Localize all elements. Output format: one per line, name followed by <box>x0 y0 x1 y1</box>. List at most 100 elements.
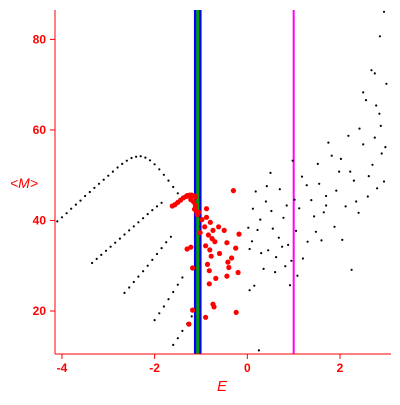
black-data-point <box>142 270 145 273</box>
black-data-point <box>301 257 304 260</box>
black-data-point <box>116 166 119 169</box>
black-data-point <box>265 185 268 188</box>
black-data-point <box>181 329 184 332</box>
black-data-point <box>146 264 149 267</box>
black-data-point <box>142 217 145 220</box>
black-data-point <box>172 343 175 346</box>
black-data-point <box>128 229 131 232</box>
black-data-point <box>130 156 133 160</box>
red-data-point <box>224 240 230 246</box>
red-data-point <box>202 224 208 230</box>
black-data-point <box>322 211 325 214</box>
black-data-point <box>285 204 288 207</box>
y-tick-label: 60 <box>33 123 47 137</box>
red-data-point <box>216 224 222 230</box>
red-data-point <box>205 232 211 238</box>
black-data-point <box>251 207 254 210</box>
black-data-point <box>250 240 254 243</box>
black-data-point <box>60 216 64 219</box>
red-data-point <box>235 269 241 276</box>
black-data-point <box>114 241 117 244</box>
red-data-point <box>229 255 235 261</box>
black-data-point <box>290 259 293 262</box>
black-data-point <box>100 253 103 256</box>
black-data-point <box>95 257 98 260</box>
black-data-point <box>167 179 170 182</box>
black-data-point <box>282 216 285 219</box>
black-data-point <box>253 284 256 287</box>
black-data-point <box>269 171 272 174</box>
black-data-point <box>277 236 280 239</box>
black-data-point <box>91 261 94 265</box>
black-data-point <box>358 127 361 130</box>
red-data-point <box>225 259 231 265</box>
black-data-point <box>158 312 161 315</box>
black-data-point <box>109 245 112 248</box>
red-data-point <box>203 243 209 249</box>
vertical-lines <box>193 10 295 354</box>
black-data-point <box>56 220 59 223</box>
black-data-point <box>248 289 251 292</box>
black-data-point <box>176 283 179 286</box>
black-data-point <box>162 305 165 308</box>
black-data-point <box>344 205 347 208</box>
black-data-point <box>376 187 379 190</box>
black-data-point <box>144 156 147 159</box>
black-data-point <box>260 252 263 255</box>
y-ticks: 20 40 60 80 <box>33 32 55 318</box>
black-data-point <box>370 69 373 72</box>
red-data-point <box>208 253 214 259</box>
black-data-point <box>107 174 110 177</box>
black-data-point <box>153 319 156 322</box>
black-data-point <box>128 286 131 289</box>
red-data-point <box>213 275 219 281</box>
black-data-point <box>310 199 313 202</box>
data-points <box>56 10 388 352</box>
black-data-point <box>118 237 121 240</box>
black-data-point <box>123 291 126 294</box>
red-data-point <box>196 209 202 215</box>
red-data-point <box>192 194 198 200</box>
black-data-point <box>296 274 299 277</box>
red-data-point <box>211 304 217 310</box>
black-data-point <box>84 194 87 198</box>
black-data-point <box>111 170 114 173</box>
black-data-point <box>306 240 309 243</box>
black-data-point <box>284 265 287 268</box>
black-data-point <box>293 198 296 201</box>
black-data-point <box>313 215 316 218</box>
black-data-point <box>155 205 159 208</box>
black-data-point <box>382 180 386 183</box>
black-data-point <box>305 184 308 187</box>
black-data-point <box>102 178 105 181</box>
red-data-point <box>206 268 212 274</box>
black-data-point <box>123 233 126 236</box>
red-data-point <box>226 264 232 271</box>
black-data-point <box>380 152 383 155</box>
black-data-point <box>137 221 140 224</box>
black-data-point <box>294 229 298 232</box>
black-data-point <box>385 82 388 85</box>
black-data-point <box>327 141 330 144</box>
red-data-point <box>207 247 213 253</box>
black-data-point <box>137 275 140 278</box>
black-data-point <box>378 112 381 115</box>
black-data-point <box>298 207 301 210</box>
black-data-point <box>379 124 382 127</box>
black-data-point <box>146 213 149 216</box>
red-data-point <box>210 227 216 233</box>
black-data-point <box>270 209 273 213</box>
black-data-point <box>314 230 317 233</box>
black-data-point <box>275 256 278 259</box>
black-data-point <box>330 154 333 157</box>
red-data-point <box>199 217 205 223</box>
black-data-point <box>155 252 159 256</box>
black-data-point <box>325 204 328 207</box>
black-data-point <box>172 290 175 294</box>
black-data-point <box>364 99 368 102</box>
red-data-point <box>236 231 242 237</box>
black-data-point <box>366 195 369 198</box>
black-data-point <box>320 239 323 242</box>
x-axis-label: E <box>217 378 228 395</box>
